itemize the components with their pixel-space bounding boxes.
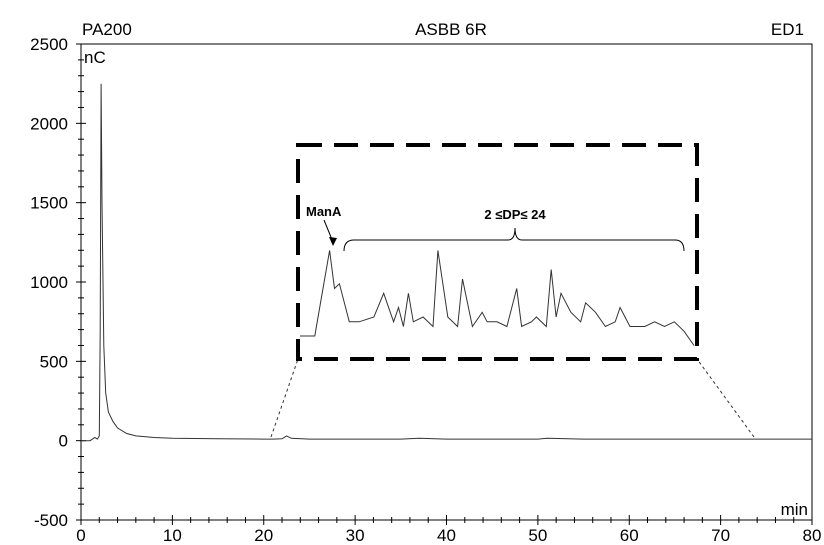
zoom-inset-box <box>296 143 699 361</box>
y-axis: -500 0 500 1000 1500 2000 2500 <box>30 35 86 530</box>
y-tick-label: 1500 <box>30 194 68 213</box>
x-tick-label: 20 <box>254 526 273 545</box>
dp-range-brace <box>343 227 685 252</box>
y-tick-label: 1000 <box>30 273 68 292</box>
y-tick-label: 0 <box>59 432 68 451</box>
x-tick-label: 50 <box>528 526 547 545</box>
y-tick-label: 500 <box>40 352 68 371</box>
x-tick-label: 10 <box>163 526 182 545</box>
header-center-label: ASBB 6R <box>415 20 487 39</box>
x-tick-label: 80 <box>803 526 822 545</box>
y-tick-label: 2000 <box>30 114 68 133</box>
x-tick-label: 60 <box>620 526 639 545</box>
mana-annotation: ManA <box>306 204 342 219</box>
mana-arrowhead <box>329 237 337 246</box>
x-tick-label: 40 <box>437 526 456 545</box>
header-right-label: ED1 <box>771 20 804 39</box>
x-tick-label: 70 <box>711 526 730 545</box>
inset-trace <box>300 250 695 346</box>
header-left-label: PA200 <box>82 20 132 39</box>
x-unit-label: min <box>781 500 808 519</box>
zoom-connector-left <box>270 358 299 438</box>
dp-range-annotation: 2 ≤DP≤ 24 <box>484 207 546 222</box>
y-tick-label: 2500 <box>30 35 68 54</box>
x-axis: 0 10 20 30 40 50 60 70 80 <box>76 515 821 545</box>
y-unit-label: nC <box>84 48 106 67</box>
y-tick-label: -500 <box>34 511 68 530</box>
chromatogram-trace <box>81 83 812 442</box>
zoom-connector-right <box>696 358 755 438</box>
x-tick-label: 0 <box>76 526 85 545</box>
x-tick-label: 30 <box>346 526 365 545</box>
